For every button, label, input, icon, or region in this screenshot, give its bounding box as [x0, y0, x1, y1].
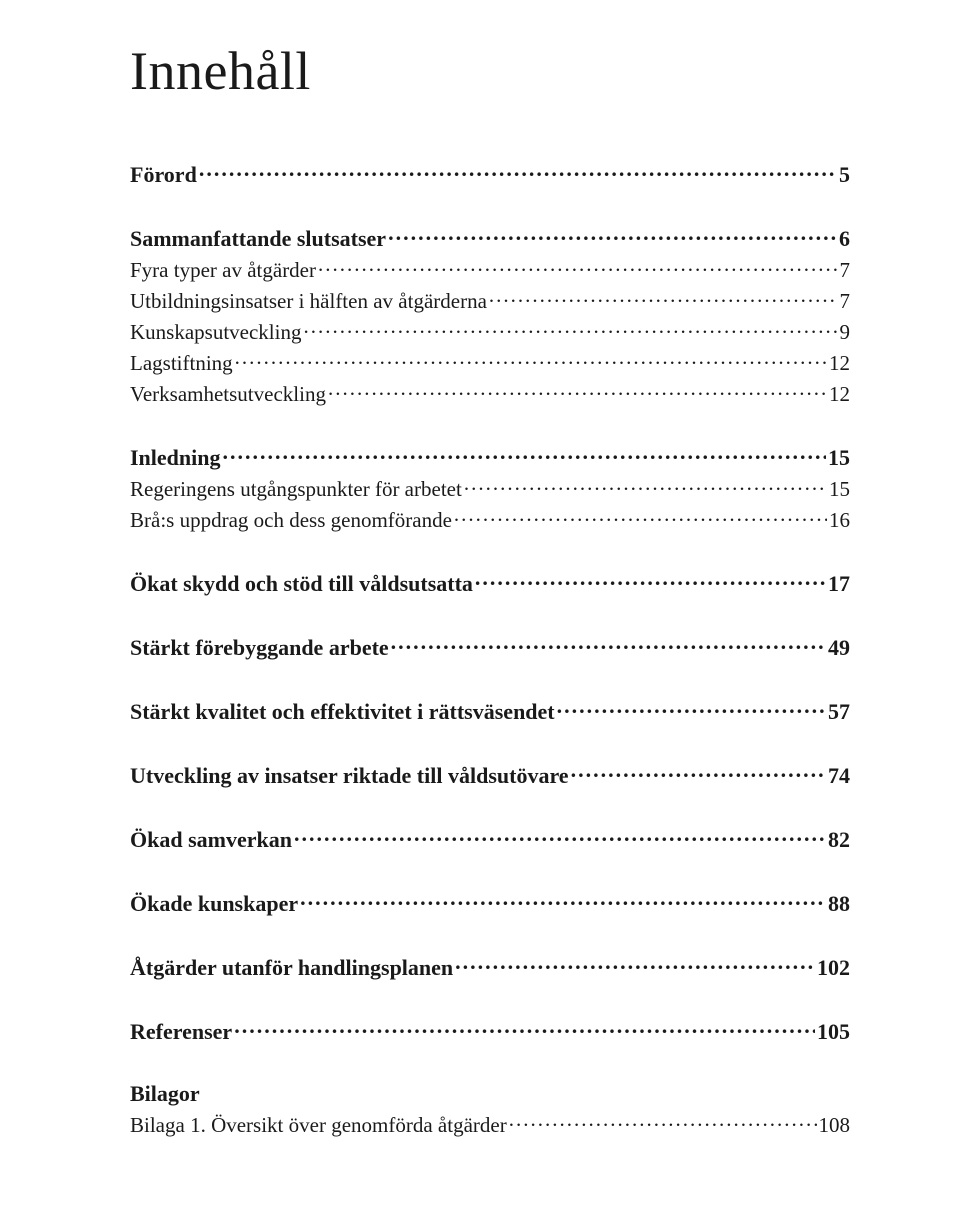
toc-leader-dots: [300, 889, 826, 911]
toc-leader-dots: [571, 761, 826, 783]
toc-leader-dots: [388, 224, 837, 246]
toc-entry: Ökad samverkan 82: [130, 825, 850, 853]
page-title: Innehåll: [130, 40, 850, 102]
toc-entry: Brå:s uppdrag och dess genomförande 16: [130, 506, 850, 533]
toc-label: Bilaga 1. Översikt över genomförda åtgär…: [130, 1113, 507, 1138]
toc-page-number: 88: [828, 891, 850, 917]
toc-page-number: 49: [828, 635, 850, 661]
toc-leader-dots: [199, 160, 837, 182]
toc-label: Åtgärder utanför handlingsplanen: [130, 955, 453, 981]
toc-page-number: 9: [840, 320, 851, 345]
toc-page-number: 74: [828, 763, 850, 789]
toc-entry: Åtgärder utanför handlingsplanen 102: [130, 953, 850, 981]
toc-label: Utbildningsinsatser i hälften av åtgärde…: [130, 289, 487, 314]
toc-label: Verksamhetsutveckling: [130, 382, 326, 407]
toc-leader-dots: [318, 256, 838, 277]
toc-label: Bilagor: [130, 1081, 850, 1107]
toc-leader-dots: [489, 287, 838, 308]
toc-leader-dots: [464, 475, 827, 496]
toc-leader-dots: [557, 697, 826, 719]
toc-label: Ökad samverkan: [130, 827, 292, 853]
toc-leader-dots: [303, 318, 837, 339]
toc-page-number: 16: [829, 508, 850, 533]
toc-page-number: 7: [840, 289, 851, 314]
toc-label: Fyra typer av åtgärder: [130, 258, 316, 283]
toc-label: Referenser: [130, 1019, 232, 1045]
toc-entry: Utbildningsinsatser i hälften av åtgärde…: [130, 287, 850, 314]
toc-entry: Stärkt förebyggande arbete 49: [130, 633, 850, 661]
toc-leader-dots: [391, 633, 826, 655]
toc-entry: Bilaga 1. Översikt över genomförda åtgär…: [130, 1111, 850, 1138]
toc-entry: Stärkt kvalitet och effektivitet i rätts…: [130, 697, 850, 725]
toc-leader-dots: [328, 380, 827, 401]
toc-leader-dots: [294, 825, 826, 847]
toc-label: Förord: [130, 162, 197, 188]
toc-leader-dots: [454, 506, 827, 527]
toc-entry: Referenser 105: [130, 1017, 850, 1045]
toc-label: Lagstiftning: [130, 351, 233, 376]
toc-leader-dots: [509, 1111, 817, 1132]
toc-label: Sammanfattande slutsatser: [130, 226, 386, 252]
toc-page-number: 57: [828, 699, 850, 725]
toc-page-number: 6: [839, 226, 850, 252]
toc-entry: Utveckling av insatser riktade till våld…: [130, 761, 850, 789]
toc-leader-dots: [234, 1017, 815, 1039]
toc-page-number: 15: [829, 477, 850, 502]
toc-page-number: 5: [839, 162, 850, 188]
toc-page-number: 105: [817, 1019, 850, 1045]
toc-label: Ökat skydd och stöd till våldsutsatta: [130, 571, 473, 597]
page: Innehåll Förord 5 Sammanfattande slutsatse…: [0, 0, 960, 1198]
toc-entry: Kunskapsutveckling 9: [130, 318, 850, 345]
toc-leader-dots: [235, 349, 827, 370]
toc-label: Utveckling av insatser riktade till våld…: [130, 763, 569, 789]
toc-page-number: 15: [828, 445, 850, 471]
toc-entry: Sammanfattande slutsatser 6: [130, 224, 850, 252]
toc-entry: Fyra typer av åtgärder 7: [130, 256, 850, 283]
toc-entry: Ökade kunskaper 88: [130, 889, 850, 917]
toc-entry: Förord 5: [130, 160, 850, 188]
toc-page-number: 7: [840, 258, 851, 283]
toc-leader-dots: [223, 443, 827, 465]
toc-label: Stärkt förebyggande arbete: [130, 635, 389, 661]
toc-entry: Verksamhetsutveckling 12: [130, 380, 850, 407]
toc-leader-dots: [455, 953, 815, 975]
toc-label: Inledning: [130, 445, 221, 471]
toc-label: Kunskapsutveckling: [130, 320, 301, 345]
toc-label: Ökade kunskaper: [130, 891, 298, 917]
toc-entry: Bilagor: [130, 1081, 850, 1107]
toc-page-number: 12: [829, 382, 850, 407]
toc-leader-dots: [475, 569, 826, 591]
toc-page-number: 108: [819, 1113, 851, 1138]
toc-page-number: 12: [829, 351, 850, 376]
toc-entry: Regeringens utgångspunkter för arbetet 15: [130, 475, 850, 502]
toc-entry: Inledning 15: [130, 443, 850, 471]
table-of-contents: Förord 5 Sammanfattande slutsatser 6 Fyra ty…: [130, 160, 850, 1138]
toc-page-number: 102: [817, 955, 850, 981]
toc-label: Stärkt kvalitet och effektivitet i rätts…: [130, 699, 555, 725]
toc-label: Brå:s uppdrag och dess genomförande: [130, 508, 452, 533]
toc-page-number: 82: [828, 827, 850, 853]
toc-entry: Lagstiftning 12: [130, 349, 850, 376]
toc-label: Regeringens utgångspunkter för arbetet: [130, 477, 462, 502]
toc-entry: Ökat skydd och stöd till våldsutsatta 17: [130, 569, 850, 597]
toc-page-number: 17: [828, 571, 850, 597]
